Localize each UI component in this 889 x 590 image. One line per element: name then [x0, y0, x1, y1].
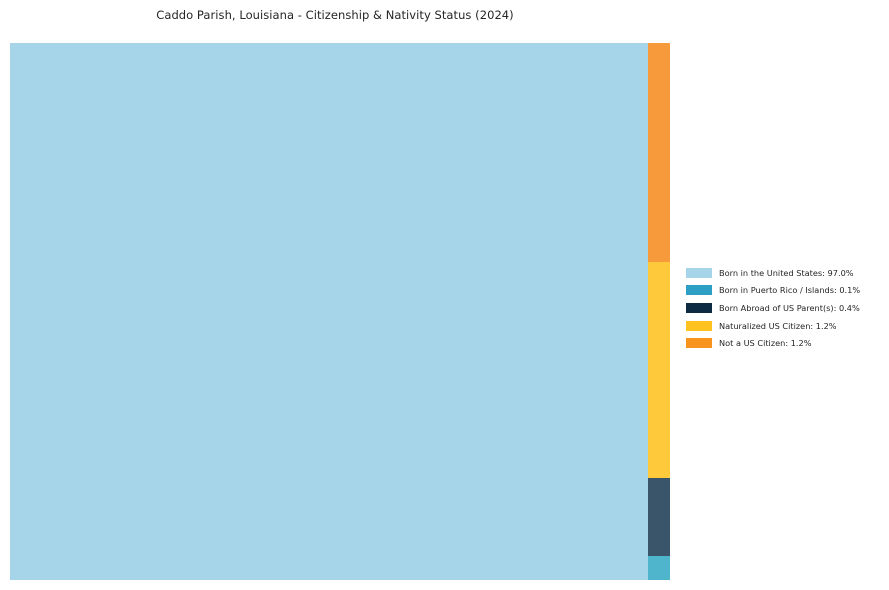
legend-swatch-icon — [686, 338, 712, 349]
legend-swatch-icon — [686, 267, 712, 278]
chart-legend: Born in the United States: 97.0% Born in … — [686, 264, 886, 352]
legend-item-label: Born Abroad of US Parent(s): 0.4% — [719, 302, 860, 313]
treemap-tile[interactable] — [648, 43, 670, 262]
legend-item[interactable]: Born Abroad of US Parent(s): 0.4% — [686, 299, 886, 317]
legend-swatch-icon — [686, 320, 712, 331]
legend-item-label: Naturalized US Citizen: 1.2% — [719, 320, 837, 331]
chart-title: Caddo Parish, Louisiana - Citizenship & … — [156, 8, 514, 22]
treemap-plot-area — [10, 43, 670, 580]
treemap-tile[interactable] — [648, 262, 670, 478]
legend-item[interactable]: Born in the United States: 97.0% — [686, 264, 886, 282]
legend-swatch-icon — [686, 285, 712, 296]
treemap-tile[interactable] — [648, 478, 670, 556]
legend-item[interactable]: Born in Puerto Rico / Islands: 0.1% — [686, 282, 886, 300]
legend-item-label: Born in the United States: 97.0% — [719, 267, 854, 278]
legend-swatch-icon — [686, 302, 712, 313]
treemap-tile[interactable] — [648, 556, 670, 580]
legend-item-label: Not a US Citizen: 1.2% — [719, 338, 812, 349]
legend-item[interactable]: Not a US Citizen: 1.2% — [686, 334, 886, 352]
legend-item[interactable]: Naturalized US Citizen: 1.2% — [686, 317, 886, 335]
treemap-tile[interactable] — [10, 43, 648, 580]
legend-item-label: Born in Puerto Rico / Islands: 0.1% — [719, 285, 861, 296]
